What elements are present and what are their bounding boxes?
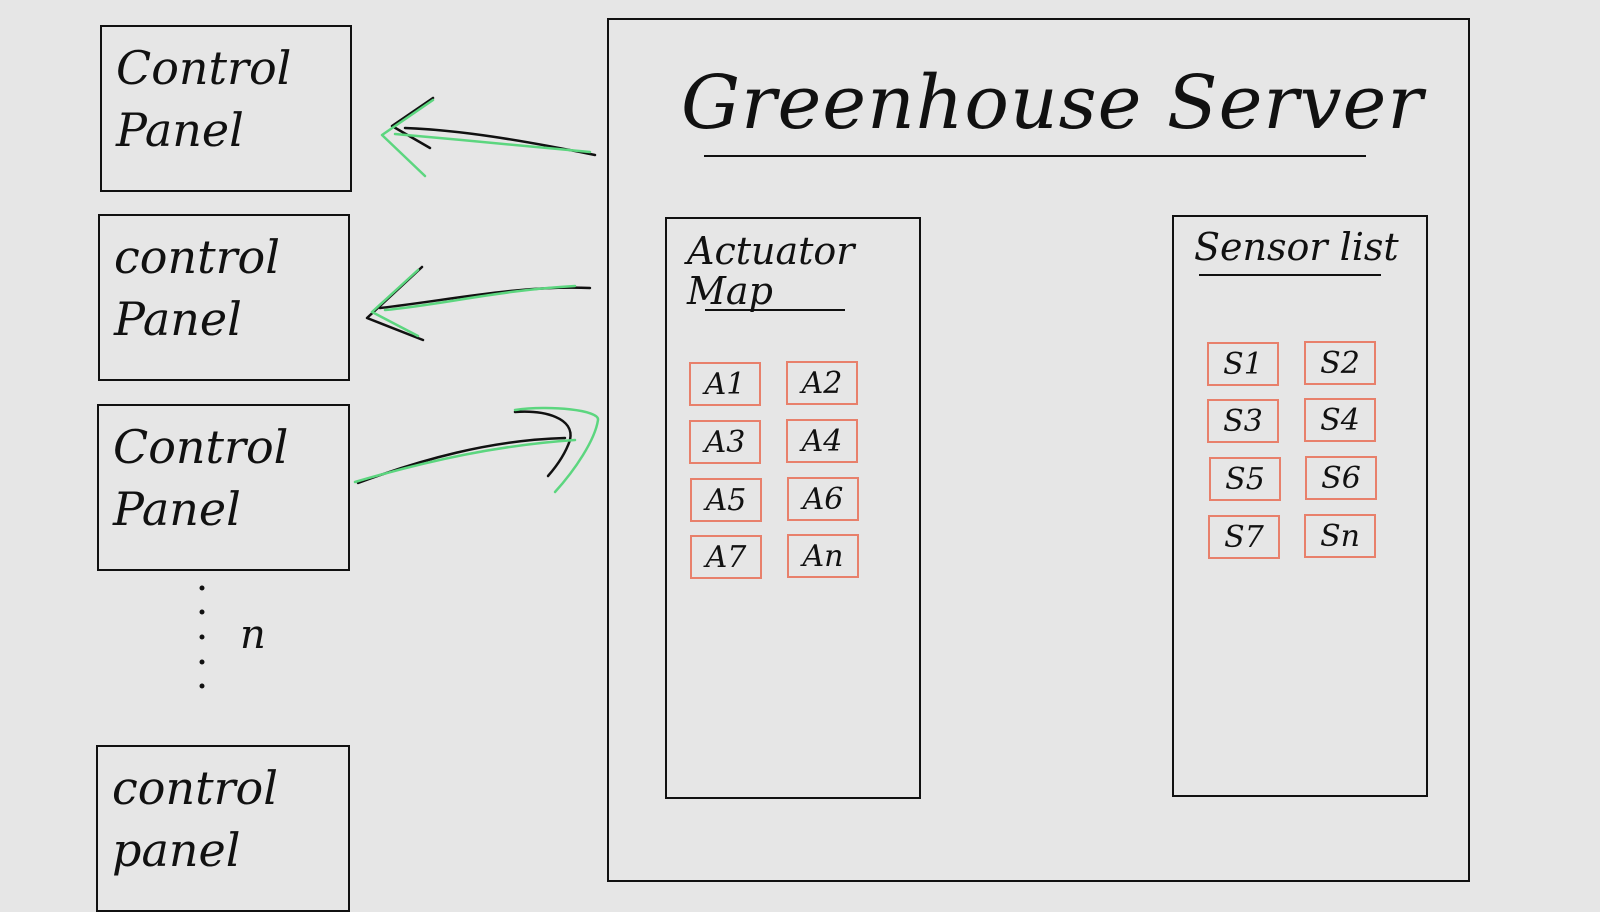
sensor-cell: Sn [1304,514,1376,558]
sensor-list: Sensor list S1 S2 S3 S4 S5 S6 S7 Sn [1172,215,1428,797]
sensor-cell: S2 [1304,341,1376,385]
actuator-map-underline [705,309,845,311]
sensor-list-underline [1199,274,1381,276]
control-panel-label: Control Panel [116,41,292,157]
actuator-cell: A7 [690,535,762,579]
greenhouse-server: Greenhouse Server Actuator Map A1 A2 A3 … [607,18,1470,882]
actuator-map-title: Actuator Map [687,229,855,313]
arrow-to-panel-1 [380,96,597,178]
server-title: Greenhouse Server [681,60,1424,146]
sensor-cell: S4 [1304,398,1376,442]
control-panel-2: control Panel [98,214,350,381]
control-panel-label: Control Panel [113,420,289,536]
sensor-cell: S6 [1305,456,1377,500]
control-panel-3: Control Panel [97,404,350,571]
arrow-from-panel-3 [353,406,600,494]
actuator-cell: A3 [689,420,761,464]
sensor-cell: S7 [1208,515,1280,559]
actuator-cell: A2 [786,361,858,405]
control-panel-1: Control Panel [100,25,352,192]
actuator-cell: An [787,534,859,578]
actuator-map: Actuator Map A1 A2 A3 A4 A5 A6 A7 An [665,217,921,799]
control-panel-label: control panel [112,761,278,877]
panel-count-label: n [240,612,266,658]
control-panel-label: control Panel [114,230,280,346]
sensor-list-title: Sensor list [1194,225,1399,269]
sensor-cell: S3 [1207,399,1279,443]
control-panel-n: control panel [96,745,350,912]
sensor-cell: S1 [1207,342,1279,386]
actuator-cell: A5 [690,478,762,522]
title-underline [704,155,1366,157]
actuator-cell: A4 [786,419,858,463]
ellipsis-dots [199,585,205,689]
sensor-cell: S5 [1209,457,1281,501]
actuator-cell: A6 [787,477,859,521]
actuator-cell: A1 [689,362,761,406]
arrow-to-panel-2 [365,265,592,342]
